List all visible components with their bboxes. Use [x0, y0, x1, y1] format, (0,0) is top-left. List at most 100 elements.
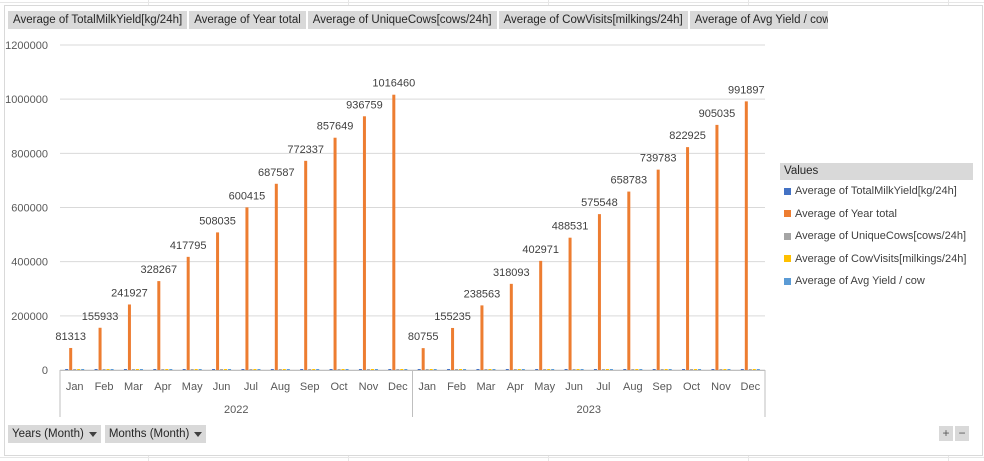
legend-item[interactable]: Average of Year total: [780, 203, 973, 226]
data-label: 772337: [287, 144, 324, 156]
bar: [388, 369, 392, 370]
bar: [127, 304, 131, 370]
x-tick-label: Jul: [244, 381, 258, 393]
bar: [69, 347, 73, 370]
collapse-minus-button[interactable]: −: [955, 426, 969, 441]
bar: [664, 369, 668, 370]
x-tick-label: Jan: [66, 381, 84, 393]
bar: [639, 369, 643, 370]
y-tick-label: 1200000: [5, 40, 48, 52]
bar: [605, 369, 609, 370]
bar: [748, 369, 752, 370]
bar: [333, 137, 337, 370]
data-label: 687587: [258, 167, 295, 179]
bar: [421, 348, 425, 370]
field-button-year-total[interactable]: Average of Year total: [189, 11, 306, 29]
bar: [362, 116, 366, 371]
bar: [694, 369, 698, 370]
bar: [249, 369, 253, 370]
data-label: 80755: [408, 331, 439, 343]
bar: [161, 369, 165, 370]
bar: [517, 369, 521, 370]
bar: [656, 169, 660, 370]
bar: [492, 369, 496, 370]
x-tick-label: Aug: [623, 381, 643, 393]
x-tick-label: Dec: [741, 381, 761, 393]
x-tick-label: Mar: [124, 381, 143, 393]
bar: [564, 369, 568, 370]
years-field-button[interactable]: Years (Month): [8, 425, 101, 443]
legend-swatch: [784, 277, 791, 285]
bar: [169, 369, 173, 370]
data-label: 155235: [434, 311, 471, 323]
expand-plus-button[interactable]: +: [939, 426, 953, 441]
legend-item[interactable]: Average of CowVisits[milkings/24h]: [780, 248, 973, 271]
data-label: 739783: [640, 153, 677, 165]
field-button-unique-cows[interactable]: Average of UniqueCows[cows/24h]: [307, 11, 497, 29]
bar: [182, 369, 186, 370]
legend-item[interactable]: Average of UniqueCows[cows/24h]: [780, 225, 973, 248]
bar: [374, 369, 378, 370]
bar: [623, 369, 627, 370]
legend-item[interactable]: Average of Avg Yield / cow: [780, 270, 973, 293]
x-tick-label: Aug: [271, 381, 291, 393]
bar: [329, 369, 333, 370]
bar: [551, 369, 555, 370]
bar: [576, 369, 580, 370]
bar: [165, 369, 169, 370]
bar: [65, 369, 69, 370]
legend-label: Average of Year total: [795, 207, 897, 220]
bar: [304, 160, 308, 370]
bar: [627, 191, 631, 370]
y-tick-label: 800000: [11, 148, 48, 160]
y-tick-label: 400000: [11, 257, 48, 269]
x-tick-label: Apr: [154, 381, 171, 393]
years-field-label: Years (Month): [12, 428, 84, 440]
bar: [480, 305, 484, 370]
field-button-cow-visits[interactable]: Average of CowVisits[milkings/24h]: [498, 11, 688, 29]
bar: [370, 369, 374, 370]
bar: [220, 369, 224, 370]
bar: [245, 207, 249, 370]
bar: [715, 124, 719, 370]
dropdown-arrow-icon: [194, 431, 203, 437]
legend-title[interactable]: Values: [780, 163, 973, 180]
bar: [433, 369, 437, 370]
bar: [345, 369, 349, 370]
bar: [316, 369, 320, 370]
field-button-total-milk-yield[interactable]: Average of TotalMilkYield[kg/24h]: [8, 11, 188, 29]
bar: [228, 369, 232, 370]
bar: [463, 369, 467, 370]
data-label: 991897: [728, 84, 765, 96]
x-tick-label: Sep: [652, 381, 672, 393]
x-tick-label: Sep: [300, 381, 320, 393]
bar: [484, 369, 488, 370]
bar: [652, 369, 656, 370]
bar: [282, 369, 286, 370]
bar: [568, 237, 572, 370]
bar: [366, 369, 370, 370]
data-label: 1016460: [372, 78, 415, 90]
bar: [580, 369, 584, 370]
field-button-avg-yield[interactable]: Average of Avg Yield / cow: [689, 11, 828, 29]
bar: [535, 369, 539, 370]
bar: [216, 232, 220, 370]
legend-item[interactable]: Average of TotalMilkYield[kg/24h]: [780, 180, 973, 203]
bar: [740, 369, 744, 370]
months-field-label: Months (Month): [108, 428, 190, 440]
bar: [139, 369, 143, 370]
bar: [400, 369, 404, 370]
months-field-button[interactable]: Months (Month): [104, 425, 207, 443]
legend-label: Average of CowVisits[milkings/24h]: [795, 252, 967, 265]
bar: [660, 369, 664, 370]
bar: [241, 369, 245, 370]
y-tick-label: 0: [42, 365, 48, 377]
legend-label: Average of TotalMilkYield[kg/24h]: [795, 185, 957, 198]
pivot-chart-area[interactable]: [4, 5, 983, 456]
data-label: 402971: [522, 244, 559, 256]
bar: [98, 327, 102, 370]
legend-label: Average of Avg Yield / cow: [795, 275, 925, 288]
x-tick-label: Jan: [418, 381, 436, 393]
bar: [190, 369, 194, 370]
